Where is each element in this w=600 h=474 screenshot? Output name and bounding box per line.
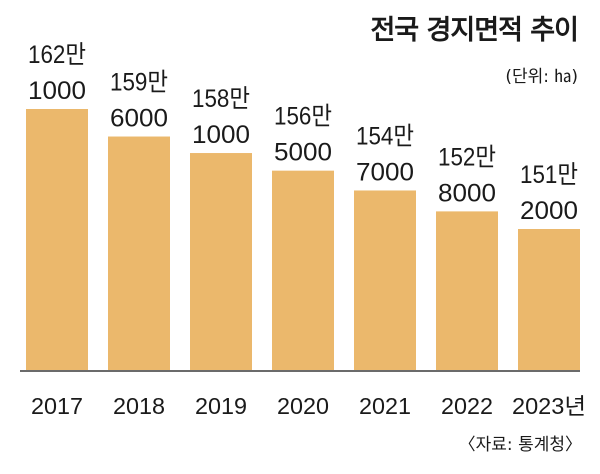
bar-2022 — [436, 211, 498, 370]
unit-label: (단위: ㏊) — [505, 67, 578, 87]
x-tick-label-2017: 2017 — [31, 393, 83, 419]
value-label-2017-line2: 1000 — [28, 77, 86, 105]
value-label-2020-line2: 5000 — [274, 139, 332, 167]
bar-2020 — [272, 170, 334, 370]
value-label-2019-line1: 158만 — [192, 85, 250, 113]
bar-2021 — [354, 190, 416, 370]
value-label-2018-line1: 159만 — [110, 69, 168, 97]
x-tick-label-2023년: 2023년 — [512, 393, 586, 419]
x-tick-label-2021: 2021 — [359, 393, 411, 419]
chart-title: 전국 경지면적 추이 — [370, 15, 579, 46]
bar-2023년 — [518, 229, 580, 370]
x-tick-label-2018: 2018 — [113, 393, 165, 419]
x-tick-label-2019: 2019 — [195, 393, 247, 419]
x-tick-label-2020: 2020 — [277, 393, 329, 419]
bar-2017 — [26, 109, 88, 370]
value-label-2021-line2: 7000 — [356, 158, 414, 186]
value-label-2018-line2: 6000 — [110, 105, 168, 133]
value-label-2020-line1: 156만 — [274, 103, 332, 131]
value-label-2023년-line2: 2000 — [520, 197, 578, 225]
x-tick-label-2022: 2022 — [441, 393, 493, 419]
x-axis-baseline — [20, 370, 580, 372]
source-note: 〈자료: 통계청〉 — [458, 435, 582, 455]
value-label-2019-line2: 1000 — [192, 121, 250, 149]
bar-2019 — [190, 153, 252, 370]
value-label-2021-line1: 154만 — [356, 122, 414, 150]
value-label-2023년-line1: 151만 — [520, 161, 578, 189]
value-label-2017-line1: 162만 — [28, 41, 86, 69]
value-label-2022-line2: 8000 — [438, 179, 496, 207]
bar-2018 — [108, 136, 170, 370]
value-label-2022-line1: 152만 — [438, 143, 496, 171]
